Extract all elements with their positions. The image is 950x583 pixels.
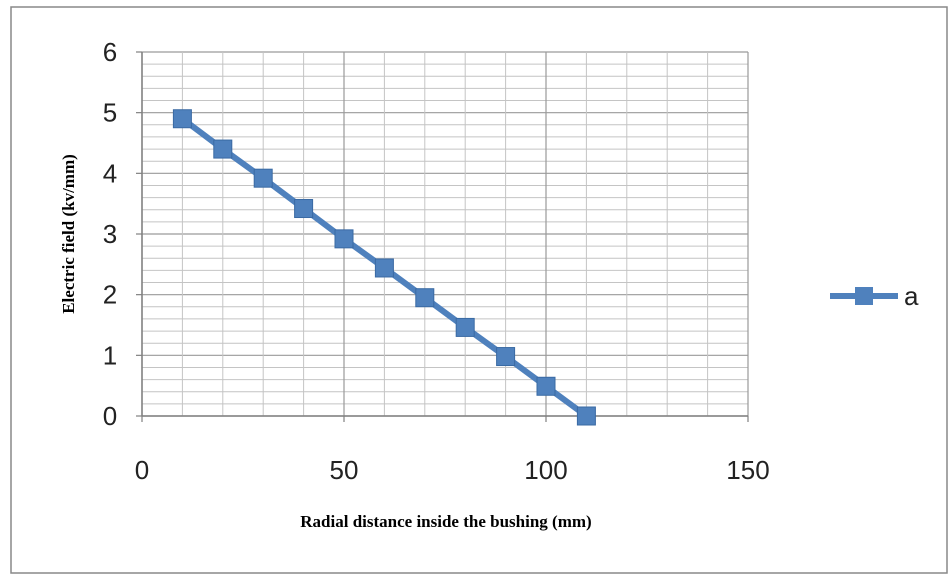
y-tick-label: 3 [103,219,117,249]
legend-marker [855,287,873,305]
tick-labels: 0 1 2 3 4 5 6 0 50 100 150 [103,37,770,485]
axes [136,51,749,422]
data-point-marker [374,258,394,278]
series-layer [172,109,596,426]
x-tick-label: 0 [135,455,149,485]
y-tick-label: 5 [103,98,117,128]
y-tick-label: 0 [103,401,117,431]
y-tick-label: 1 [103,340,117,370]
y-tick-label: 4 [103,158,117,188]
data-point-marker [415,288,435,308]
data-point-marker [536,376,556,396]
y-tick-label: 6 [103,37,117,67]
data-point-marker [213,139,233,159]
data-point-marker [576,406,596,426]
legend: a [830,281,919,311]
data-point-marker [334,229,354,249]
data-point-marker [172,109,192,129]
data-point-marker [455,317,475,337]
data-point-marker [253,168,273,188]
data-point-marker [294,199,314,219]
legend-label: a [904,281,919,311]
y-axis-title: Electric field (kv/mm) [59,154,78,314]
x-tick-label: 150 [726,455,769,485]
y-tick-label: 2 [103,280,117,310]
x-axis-title: Radial distance inside the bushing (mm) [300,512,591,531]
chart-border [10,6,948,574]
data-point-marker [496,347,516,367]
x-tick-label: 100 [524,455,567,485]
gridlines [141,51,749,417]
x-tick-label: 50 [330,455,359,485]
